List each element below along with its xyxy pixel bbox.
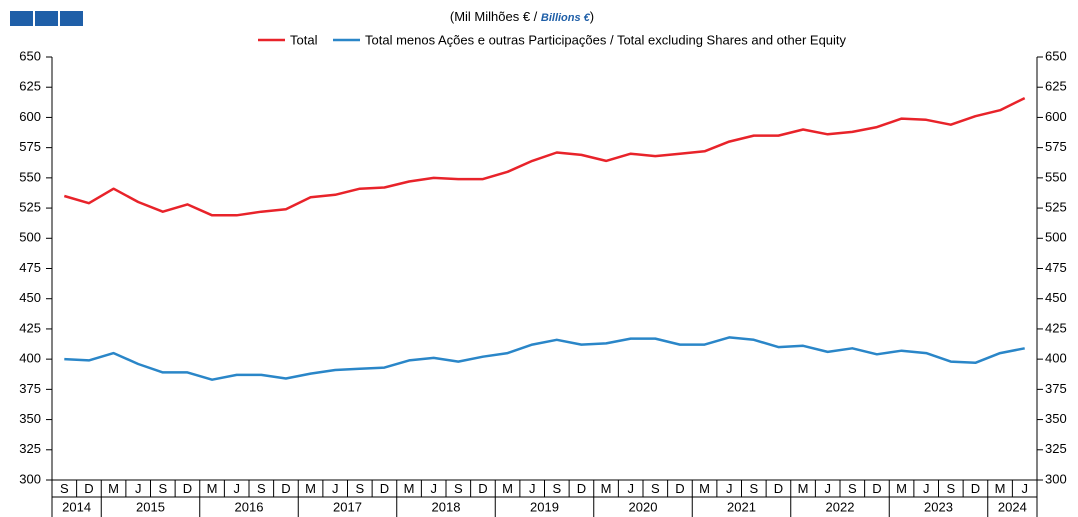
x-tick-label: M xyxy=(404,481,415,496)
x-tick-label: D xyxy=(971,481,980,496)
x-tick-label: J xyxy=(135,481,142,496)
x-tick-label: M xyxy=(207,481,218,496)
y-tick-label: 500 xyxy=(19,230,41,245)
y-tick-label: 325 xyxy=(19,441,41,456)
x-group-label: 2014 xyxy=(62,499,91,514)
y-tick-label: 375 xyxy=(19,381,41,396)
x-group-label: 2021 xyxy=(727,499,756,514)
x-tick-label: S xyxy=(454,481,463,496)
x-tick-label: J xyxy=(923,481,930,496)
y-tick-label: 550 xyxy=(19,169,41,184)
series-line xyxy=(63,96,1026,217)
x-group-label: 2020 xyxy=(629,499,658,514)
series-line xyxy=(64,336,1025,381)
x-group-label: 2016 xyxy=(235,499,264,514)
y2-tick-label: 625 xyxy=(1045,79,1067,94)
chart-title: (Mil Milhões € / Billions €) xyxy=(450,9,594,24)
y2-tick-label: 650 xyxy=(1045,48,1067,63)
x-tick-label: D xyxy=(281,481,290,496)
x-tick-label: M xyxy=(305,481,316,496)
y2-tick-label: 450 xyxy=(1045,290,1067,305)
x-tick-label: M xyxy=(798,481,809,496)
y2-tick-label: 425 xyxy=(1045,320,1067,335)
x-group-label: 2018 xyxy=(432,499,461,514)
x-tick-label: S xyxy=(651,481,660,496)
x-tick-label: M xyxy=(699,481,710,496)
y-tick-label: 650 xyxy=(19,48,41,63)
title-pt: (Mil Milhões € / xyxy=(450,9,541,24)
y-tick-label: 425 xyxy=(19,320,41,335)
y-tick-label: 350 xyxy=(19,411,41,426)
x-tick-label: D xyxy=(478,481,487,496)
x-tick-label: M xyxy=(108,481,119,496)
y2-tick-label: 325 xyxy=(1045,441,1067,456)
logo-square xyxy=(10,11,33,26)
x-tick-label: J xyxy=(1021,481,1028,496)
logo-square xyxy=(60,11,83,26)
y2-tick-label: 300 xyxy=(1045,471,1067,486)
x-tick-label: J xyxy=(233,481,240,496)
x-tick-label: M xyxy=(502,481,513,496)
x-tick-label: M xyxy=(896,481,907,496)
x-tick-label: J xyxy=(627,481,634,496)
x-tick-label: D xyxy=(577,481,586,496)
x-tick-label: D xyxy=(380,481,389,496)
x-group-label: 2024 xyxy=(998,499,1027,514)
x-group-label: 2015 xyxy=(136,499,165,514)
y-tick-label: 450 xyxy=(19,290,41,305)
x-tick-label: S xyxy=(749,481,758,496)
x-tick-label: J xyxy=(332,481,339,496)
logo-square xyxy=(35,11,58,26)
x-tick-label: D xyxy=(183,481,192,496)
x-tick-label: J xyxy=(824,481,831,496)
x-tick-label: S xyxy=(158,481,167,496)
x-tick-label: S xyxy=(848,481,857,496)
y2-tick-label: 500 xyxy=(1045,230,1067,245)
y2-tick-label: 600 xyxy=(1045,109,1067,124)
x-group-label: 2017 xyxy=(333,499,362,514)
x-tick-label: S xyxy=(946,481,955,496)
y-tick-label: 300 xyxy=(19,471,41,486)
x-group-label: 2023 xyxy=(924,499,953,514)
title-en: Billions € xyxy=(541,12,591,24)
y2-tick-label: 550 xyxy=(1045,169,1067,184)
x-tick-label: D xyxy=(675,481,684,496)
y-tick-label: 400 xyxy=(19,351,41,366)
y2-tick-label: 375 xyxy=(1045,381,1067,396)
x-group-label: 2022 xyxy=(826,499,855,514)
legend-label: Total xyxy=(290,32,318,47)
y2-tick-label: 525 xyxy=(1045,200,1067,215)
x-tick-label: J xyxy=(529,481,536,496)
x-tick-label: D xyxy=(872,481,881,496)
y-tick-label: 600 xyxy=(19,109,41,124)
x-tick-label: D xyxy=(84,481,93,496)
x-tick-label: S xyxy=(60,481,69,496)
x-tick-label: S xyxy=(257,481,266,496)
x-group-label: 2019 xyxy=(530,499,559,514)
y-tick-label: 625 xyxy=(19,79,41,94)
y-tick-label: 475 xyxy=(19,260,41,275)
x-tick-label: D xyxy=(774,481,783,496)
y-tick-label: 525 xyxy=(19,200,41,215)
legend-label: Total menos Ações e outras Participações… xyxy=(365,32,847,47)
x-tick-label: S xyxy=(552,481,561,496)
x-tick-label: S xyxy=(355,481,364,496)
y-tick-label: 575 xyxy=(19,139,41,154)
x-tick-label: M xyxy=(995,481,1006,496)
y2-tick-label: 350 xyxy=(1045,411,1067,426)
x-tick-label: J xyxy=(430,481,437,496)
title-end: ) xyxy=(590,9,594,24)
x-tick-label: J xyxy=(726,481,733,496)
y2-tick-label: 575 xyxy=(1045,139,1067,154)
y2-tick-label: 475 xyxy=(1045,260,1067,275)
x-tick-label: M xyxy=(601,481,612,496)
y2-tick-label: 400 xyxy=(1045,351,1067,366)
